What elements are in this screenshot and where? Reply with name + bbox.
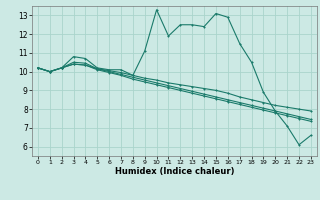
X-axis label: Humidex (Indice chaleur): Humidex (Indice chaleur)	[115, 167, 234, 176]
